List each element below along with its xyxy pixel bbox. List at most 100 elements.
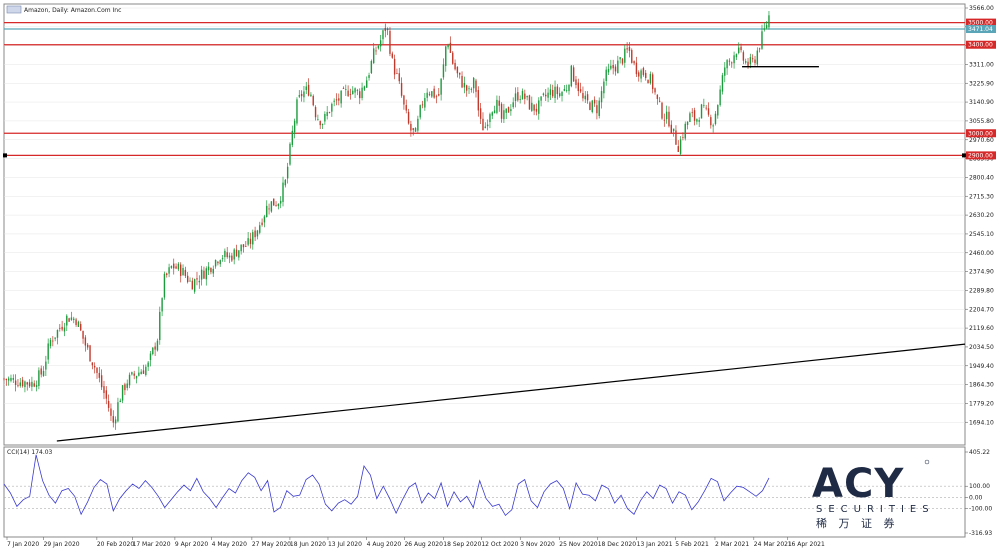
candle-body [40,368,42,375]
candle-body [719,89,721,106]
candle-body [677,146,679,152]
candle-body [342,88,345,89]
candle-body [479,108,482,119]
candle-body [273,198,275,206]
candle-body [726,60,728,69]
candle-body [493,110,496,114]
candle-body [461,75,463,88]
candle-body [296,99,298,124]
candle-body [556,86,559,95]
candle-body [489,114,491,123]
candle-body [684,123,686,139]
candle-body [54,337,56,339]
candle-body [561,91,563,96]
candle-body [147,362,149,367]
candle-body [63,327,66,332]
candle-body [482,118,484,131]
candle-body [7,378,10,381]
candle-body [449,42,452,53]
candle-body [49,340,52,347]
candle-body [12,378,15,380]
price-y-tick-label: 3566.00 [969,5,994,12]
candle-body [712,125,714,127]
candle-body [721,75,724,92]
price-pane-frame [3,3,966,446]
candle-body [389,30,391,54]
candle-body [284,179,287,186]
candle-body [563,88,566,91]
candle-body [26,382,28,385]
candle-body [693,110,696,121]
candle-body [552,89,554,97]
candle-body [412,128,414,130]
candle-body [107,401,110,408]
candle-body [366,80,368,88]
logo-securities: SECURITIES [816,504,935,515]
candle-body [584,95,586,100]
candle-body [442,64,445,78]
x-tick-label: 27 May 2020 [252,541,291,548]
candle-body [670,124,673,134]
candle-body [600,91,603,103]
candle-body [340,90,342,104]
candle-body [621,58,624,64]
candle-body [207,266,210,271]
candle-body [521,90,524,100]
candle-body [335,99,338,101]
candle-body [149,353,152,361]
level-anchor-right [962,153,966,158]
candle-body [117,402,119,422]
candle-body [382,30,384,40]
price-y-tick-label: 2119.60 [969,325,994,332]
candle-body [645,72,647,79]
candle-body [424,98,426,108]
candle-body [654,88,656,93]
price-level-label-box [966,25,996,34]
candle-body [10,377,12,381]
candle-body [14,380,17,385]
candle-body [507,107,510,113]
candle-body [463,82,466,88]
candle-body [70,317,73,320]
candle-body [682,136,684,138]
candle-body [317,119,319,121]
candle-body [519,98,521,100]
candle-body [668,111,670,127]
candle-body [247,238,249,245]
candle-body [517,92,519,101]
candle-body [112,416,114,423]
candle-body [465,85,468,91]
x-tick-label: 13 Jan 2021 [637,541,673,548]
candle-body [377,45,380,49]
price-y-tick-label: 3311.00 [969,61,994,68]
candle-body [438,94,440,96]
cci-y-tick-label: 0.00 [969,494,983,501]
candle-body [17,385,19,387]
candle-body [154,346,156,350]
candle-body [19,382,21,386]
candle-body [77,321,80,327]
candle-body [477,90,480,111]
candle-body [410,123,412,131]
candle-body [540,96,542,101]
candle-body [249,238,252,244]
price-level-label: 3471.04 [968,26,993,33]
candle-body [359,91,361,99]
candle-body [470,88,473,90]
candle-body [635,62,638,75]
candle-body [372,48,375,64]
cci-y-axis: 405.22 100.00 0.00 -100.00 -316.93 [965,449,992,537]
candle-body [186,275,189,283]
price-y-tick-label: 2204.70 [969,306,994,313]
candle-body [514,93,517,101]
candle-body [166,273,168,275]
candle-body [586,94,589,101]
candle-body [642,68,645,75]
candle-body [352,90,354,95]
x-tick-label: 4 May 2020 [212,541,247,548]
candle-body [128,374,131,386]
x-tick-label: 2 Mar 2021 [715,541,749,548]
candle-body [326,112,328,116]
candle-body [133,373,135,376]
